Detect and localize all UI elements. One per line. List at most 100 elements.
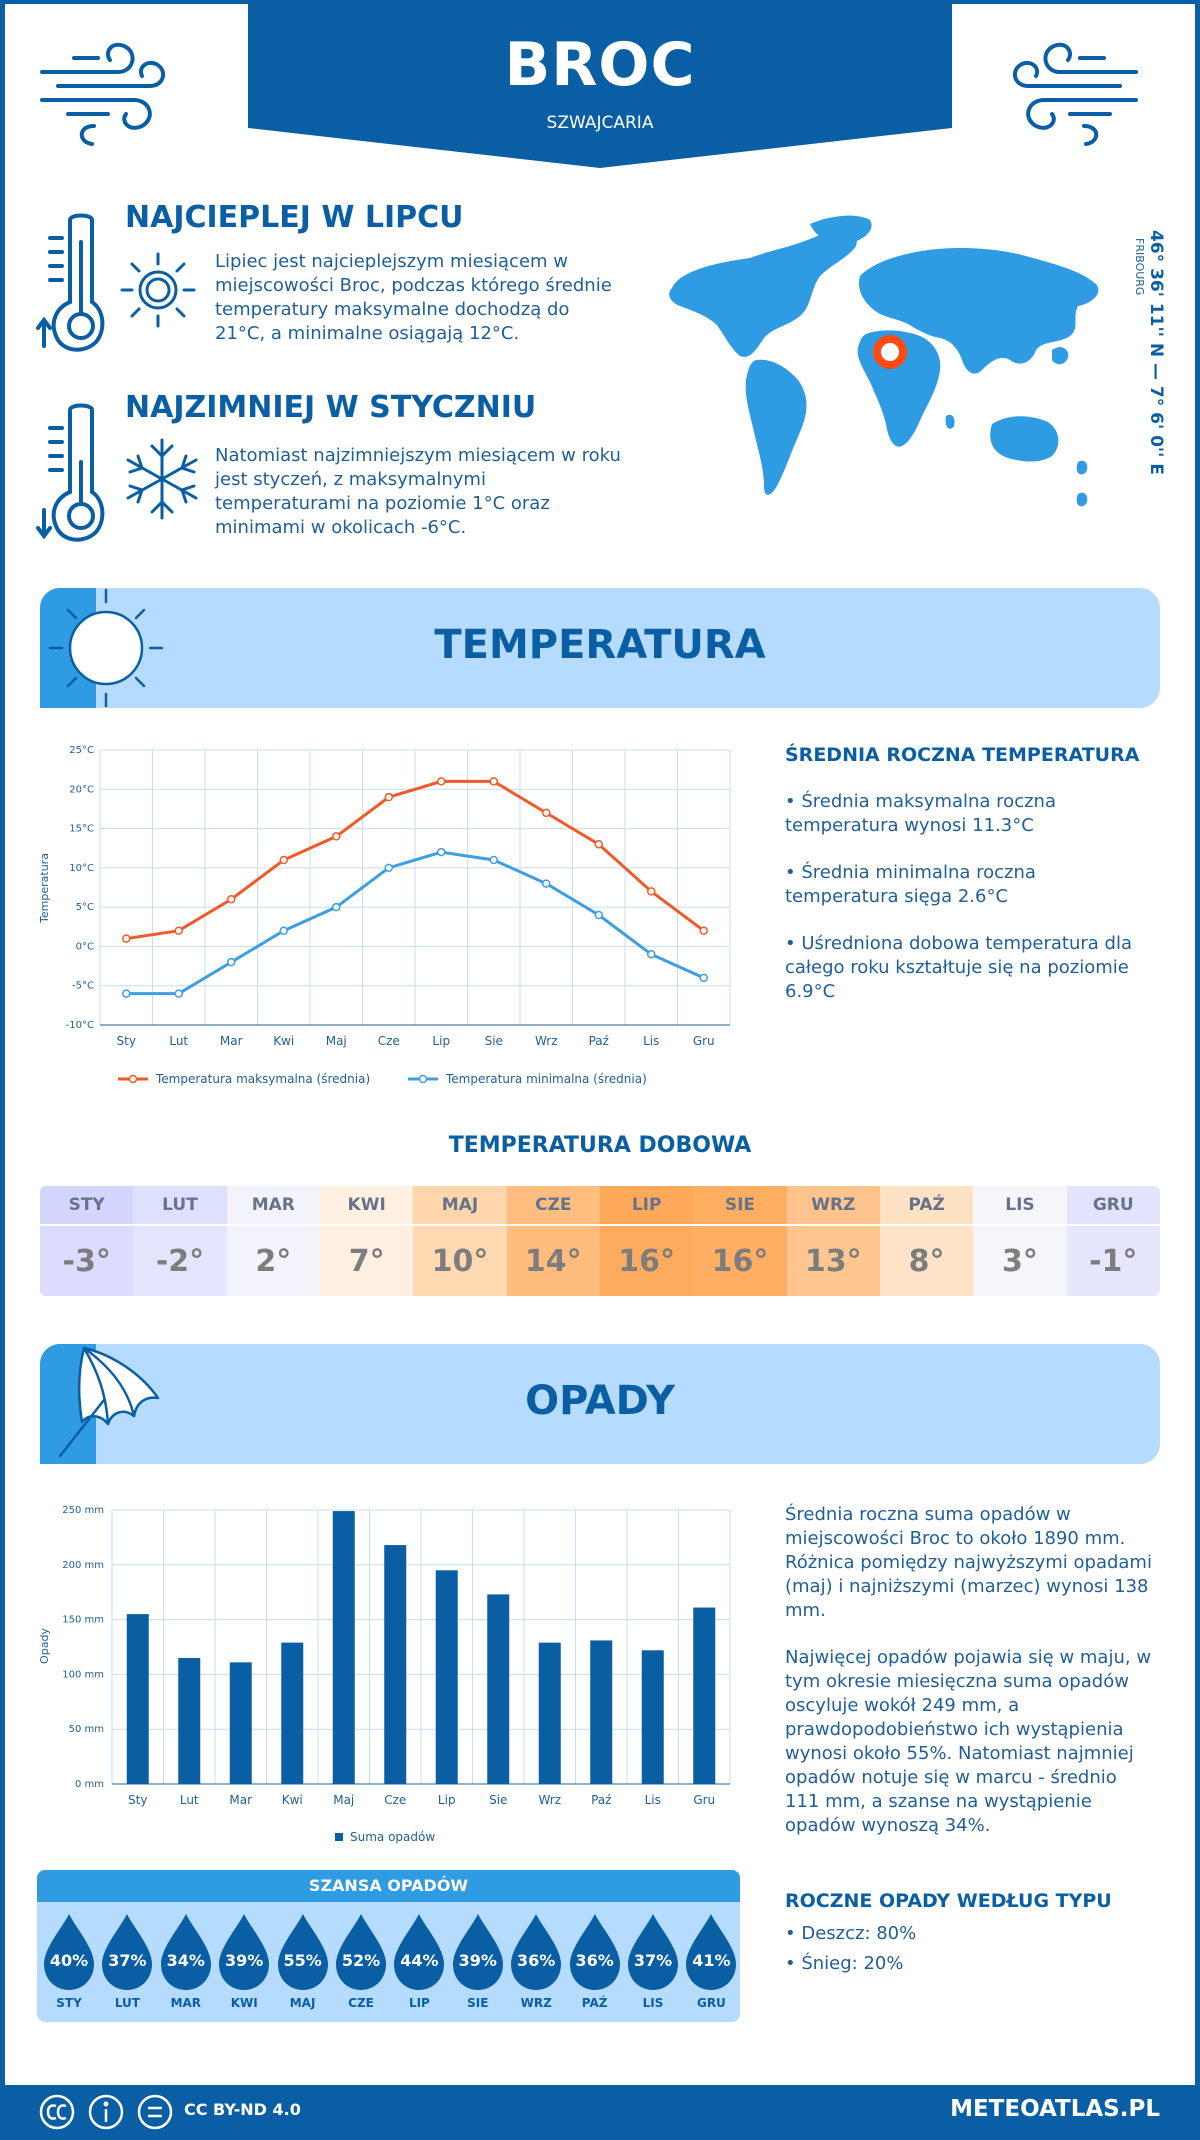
x-tick-label: Cze [384,1793,406,1807]
daily-cell: GRU -1° [1066,1186,1160,1296]
precip-chance-drop: 36% PAŹ [566,1912,624,2012]
data-point [542,808,551,818]
raindrop-icon [628,1914,678,1990]
daily-cell: MAR 2° [226,1186,320,1296]
daily-month-label: MAJ [413,1186,507,1224]
raindrop-icon [569,1914,620,1990]
daily-cell: LIS 3° [973,1186,1067,1296]
precipitation-chart: Opady 0 mm 50 mm 100 mm 150 mm 200 mm 250 mm S… [38,1505,731,1844]
precip-chance-drop: 40% STY [40,1912,98,2012]
precip-chance-drop: 52% CZE [332,1912,390,2012]
precip-chance-value: 37% [633,1951,673,1970]
precip-chance-value: 36% [575,1951,614,1970]
precipitation-title: OPADY [525,1378,675,1424]
x-tick-label: Lis [643,1034,659,1048]
x-tick-label: Maj [333,1793,354,1807]
frame-left [0,0,5,2140]
footer [0,2085,1200,2140]
precip-chance-month: PAŹ [581,1996,608,2010]
daily-month-label: LUT [133,1186,227,1224]
x-tick-label: Paź [591,1793,611,1807]
license-text: CC BY-ND 4.0 [184,2100,301,2119]
daily-cell: SIE 16° [693,1186,787,1296]
precip-chance-month: WRZ [520,1996,552,2010]
precip-chance-drop: 37% LIS [624,1912,682,2012]
precip-types-title: ROCZNE OPADY WEDŁUG TYPU [785,1890,1112,1912]
daily-month-label: LIS [973,1186,1067,1224]
world-map [669,215,1099,507]
bar [693,1607,716,1784]
bar [641,1650,664,1784]
data-point [384,863,393,873]
data-point [542,879,551,888]
annual-temp-bullet: • Średnia minimalna roczna temperatura s… [785,862,1036,907]
data-point [174,989,183,998]
site-link[interactable]: METEOATLAS.PL [950,2096,1160,2122]
x-tick-label: Paź [589,1034,609,1048]
daily-cell: LIP 16° [599,1186,694,1296]
precip-chance-drop: 34% MAR [157,1912,215,2012]
temperature-chart: Temperatura -10°C -5°C 0°C 5°C 10°C 15°C 20°C 2… [38,745,731,1086]
x-tick-label: Wrz [538,1793,561,1807]
y-tick-label: 200 mm [62,1560,104,1571]
daily-cell: WRZ 13° [786,1186,880,1296]
coldest-title: NAJZIMNIEJ W STYCZNIU [125,390,537,425]
precipitation-summary: Średnia roczna suma opadów w miejscowośc… [785,1504,1152,1621]
precip-chance-month: KWI [230,1996,258,2010]
precip-chance-month: LUT [114,1996,140,2010]
x-tick-label: Mar [220,1034,243,1048]
daily-cell: LUT -2° [133,1186,227,1296]
precip-chance-month: LIP [408,1996,430,2010]
raindrop-icon [686,1914,737,1990]
data-point [332,832,341,841]
precip-chance-value: 55% [283,1951,322,1970]
precip-chance-month: CZE [348,1996,374,2010]
country-name: SZWAJCARIA [546,113,654,133]
daily-temp-value: 2° [226,1224,320,1296]
x-tick-label: Sty [117,1034,136,1048]
raindrop-icon [452,1914,503,1990]
x-tick-label: Sie [489,1793,507,1807]
daily-temp-value: 13° [786,1224,880,1296]
precip-chance-drop: 39% SIE [449,1912,507,2012]
daily-cell: MAJ 10° [413,1186,507,1296]
annual-temp-bullet: • Uśredniona dobowa temperatura dla całe… [785,933,1133,1002]
raindrop-icon [160,1914,211,1990]
city-name: BROC [504,30,696,100]
legend-label: Temperatura maksymalna (średnia) [155,1072,370,1086]
raindrop-icon [394,1914,445,1990]
data-point [227,895,236,904]
x-tick-label: Lut [180,1793,199,1807]
sun-badge-icon [40,588,164,708]
daily-month-label: MAR [226,1186,320,1224]
data-point [647,887,656,896]
x-tick-label: Gru [693,1793,715,1807]
data-point [437,847,446,857]
legend-marker [418,1074,428,1084]
y-tick-label: -5°C [72,981,94,992]
daily-month-label: SIE [693,1186,787,1224]
precip-chance-value: 52% [341,1951,381,1970]
precip-type-rain: • Deszcz: 80% [785,1923,917,1944]
daily-temp-table: STY -3° LUT -2° MAR 2° KWI 7° MAJ 10° CZE 14° LIP 16°… [40,1186,1160,1296]
daily-cell: PAŹ 8° [879,1186,974,1296]
precipitation-detail: Najwięcej opadów pojawia się w maju, w t… [785,1647,1152,1836]
data-point [594,910,603,920]
daily-month-label: WRZ [786,1186,880,1224]
daily-month-label: KWI [319,1186,414,1224]
data-point [279,855,288,865]
precip-chance-title: SZANSA OPADÓW [37,1870,740,1902]
data-point [174,926,183,935]
raindrop-icon [44,1914,94,1990]
region-name: FRIBOURG [1133,238,1146,296]
data-point [122,934,131,943]
bar [538,1642,561,1784]
y-tick-label: 100 mm [62,1669,104,1680]
x-tick-label: Sie [485,1034,503,1048]
precip-chance-value: 39% [225,1951,264,1970]
raindrop-icon [219,1914,270,1990]
bar [384,1545,407,1784]
snowflake-icon [126,438,198,520]
precip-chance-drop: 41% GRU [682,1912,740,2012]
x-tick-label: Cze [378,1034,400,1048]
